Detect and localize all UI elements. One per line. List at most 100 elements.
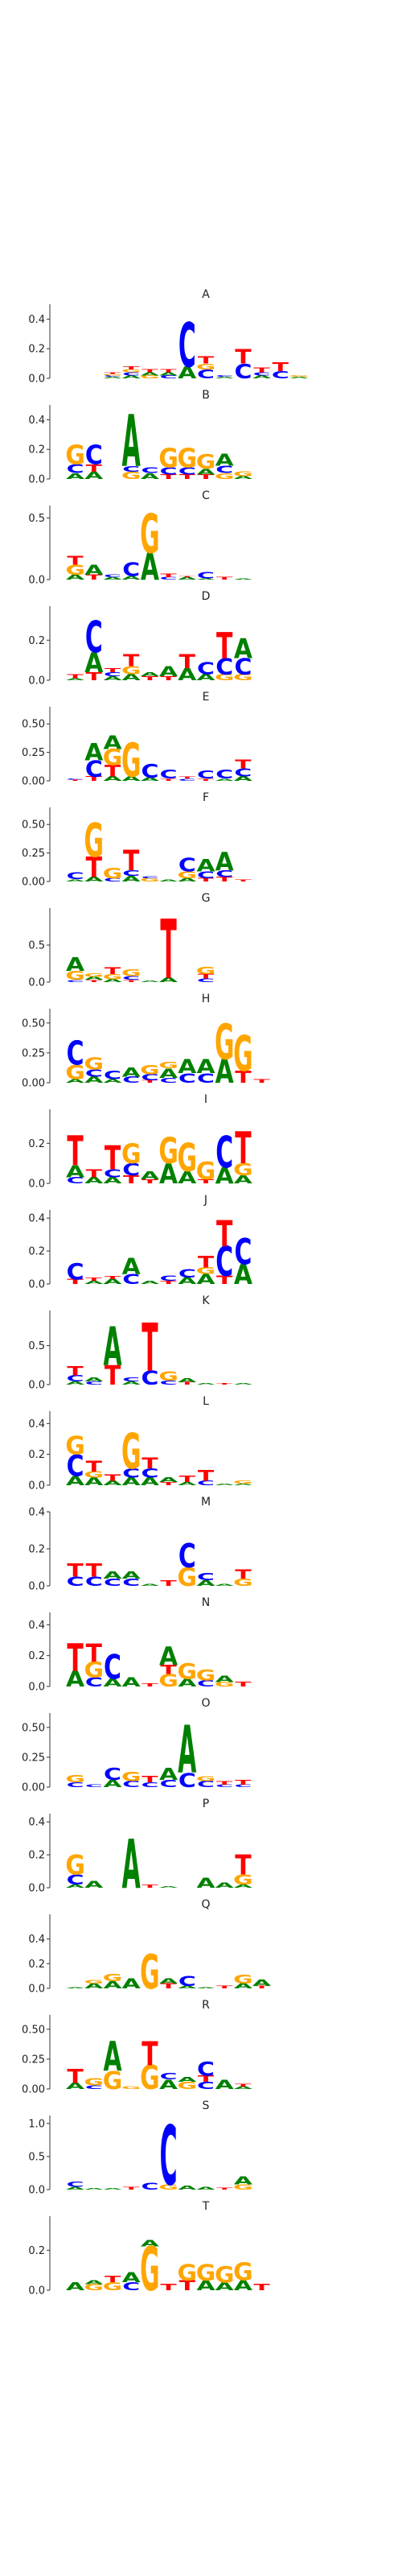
logo-letter-T: T: [142, 1179, 158, 1185]
logo-letter-A: A: [252, 375, 272, 380]
panel-title: C: [202, 489, 210, 502]
logo-letter-C: C: [215, 1127, 233, 1178]
logo-letter-A: A: [178, 1276, 197, 1286]
logo-letter-T: T: [216, 1274, 232, 1286]
logo-letter-G: G: [65, 1432, 85, 1461]
logo-letter-A: A: [66, 1079, 85, 1084]
logo-letter-A: A: [215, 451, 234, 470]
logo-letter-A: A: [234, 578, 253, 580]
y-tick-label: 0.2: [28, 344, 45, 356]
logo-letter-G: G: [121, 664, 142, 677]
logo-letter-C: C: [160, 1778, 178, 1790]
logo-letter-A: A: [178, 1678, 196, 1690]
logo-letter-A: A: [234, 1983, 252, 1991]
logo-letter-A: A: [141, 980, 160, 983]
logo-letter-A: A: [234, 2086, 253, 2090]
logo-letter-T: T: [273, 360, 289, 374]
logo-letter-T: T: [253, 367, 270, 374]
logo-letter-C: C: [197, 2058, 215, 2081]
logo-letter-G: G: [178, 869, 198, 880]
logo-letter-A: A: [103, 1278, 121, 1286]
logo-letter-A: A: [196, 467, 215, 477]
logo-letter-T: T: [142, 2036, 158, 2074]
logo-letter-T: T: [67, 1561, 83, 1581]
logo-letter-T: T: [86, 980, 103, 983]
logo-letter-G: G: [196, 1776, 216, 1783]
logo-letter-A: A: [122, 375, 142, 380]
logo-letter-G: G: [233, 1161, 253, 1180]
logo-letter-T: T: [142, 369, 158, 374]
logo-letter-C: C: [234, 766, 252, 779]
logo-letter-C: C: [197, 1571, 215, 1583]
y-tick-label: 0.2: [28, 1544, 45, 1556]
logo-letter-C: C: [178, 465, 196, 477]
logo-letter-G: G: [140, 504, 160, 567]
panel-title: J: [203, 1194, 207, 1207]
logo-letter-T: T: [179, 2277, 196, 2293]
logo-letter-A: A: [84, 2188, 104, 2190]
panel-title: D: [202, 590, 211, 603]
y-tick-label: 0.2: [28, 1138, 45, 1150]
logo-letter-C: C: [215, 375, 233, 378]
logo-letter-G: G: [103, 865, 122, 881]
logo-letter-A: A: [178, 1481, 197, 1486]
logo-letter-A: A: [122, 2269, 141, 2285]
logo-letter-C: C: [178, 1267, 196, 1280]
logo-letter-T: T: [105, 1140, 121, 1178]
logo-letter-C: C: [67, 1176, 84, 1186]
logo-letter-A: A: [122, 1065, 142, 1080]
logo-letter-C: C: [178, 1071, 196, 1086]
logo-letter-C: C: [197, 977, 215, 983]
logo-letter-C: C: [160, 465, 178, 477]
logo-letter-C: C: [197, 571, 215, 580]
logo-letter-A: A: [66, 1987, 85, 1988]
logo-letter-A: A: [103, 1176, 122, 1186]
logo-letter-A: A: [178, 1056, 196, 1079]
logo-letter-T: T: [142, 1775, 158, 1785]
logo-letter-T: T: [142, 1455, 158, 1472]
logo-letter-G: G: [158, 1671, 178, 1690]
logo-letter-A: A: [103, 2033, 122, 2081]
logo-letter-G: G: [196, 362, 215, 372]
logo-letter-A: A: [289, 377, 309, 379]
logo-letter-A: A: [141, 671, 159, 678]
logo-letter-T: T: [105, 372, 121, 374]
logo-letter-T: T: [123, 651, 140, 671]
logo-letter-T: T: [253, 1079, 270, 1084]
y-tick-label: 0.00: [22, 877, 45, 889]
logo-letter-C: C: [67, 1872, 84, 1888]
logo-letter-A: A: [159, 976, 178, 984]
logo-letter-T: T: [160, 1579, 176, 1587]
logo-letter-C: C: [122, 1780, 140, 1790]
logo-letter-A: A: [196, 2186, 215, 2190]
logo-letter-T: T: [142, 1682, 158, 1687]
logo-letter-C: C: [197, 1071, 215, 1086]
logo-letter-C: C: [215, 1239, 233, 1286]
logo-letter-A: A: [196, 1876, 215, 1891]
y-tick-label: 0.5: [28, 2151, 45, 2163]
logo-letter-C: C: [85, 757, 103, 782]
logo-letter-A: A: [215, 848, 235, 877]
logo-letter-G: G: [140, 1945, 160, 2000]
y-tick-label: 0.5: [28, 513, 45, 525]
logo-letter-T: T: [142, 1080, 158, 1084]
logo-letter-G: G: [140, 2060, 160, 2098]
logo-letter-A: A: [141, 1280, 160, 1286]
logo-letter-G: G: [121, 733, 142, 787]
logo-letter-A: A: [178, 1713, 196, 1789]
logo-letter-C: C: [215, 464, 233, 476]
logo-letter-A: A: [103, 1678, 121, 1690]
panel-title: L: [203, 1395, 209, 1408]
logo-letter-G: G: [233, 1972, 253, 1986]
logo-letter-T: T: [216, 625, 233, 667]
panel-title: B: [202, 389, 210, 402]
logo-letter-A: A: [234, 1382, 253, 1385]
logo-letter-A: A: [159, 879, 178, 883]
logo-letter-T: T: [216, 876, 233, 883]
logo-letter-C: C: [122, 1075, 140, 1085]
